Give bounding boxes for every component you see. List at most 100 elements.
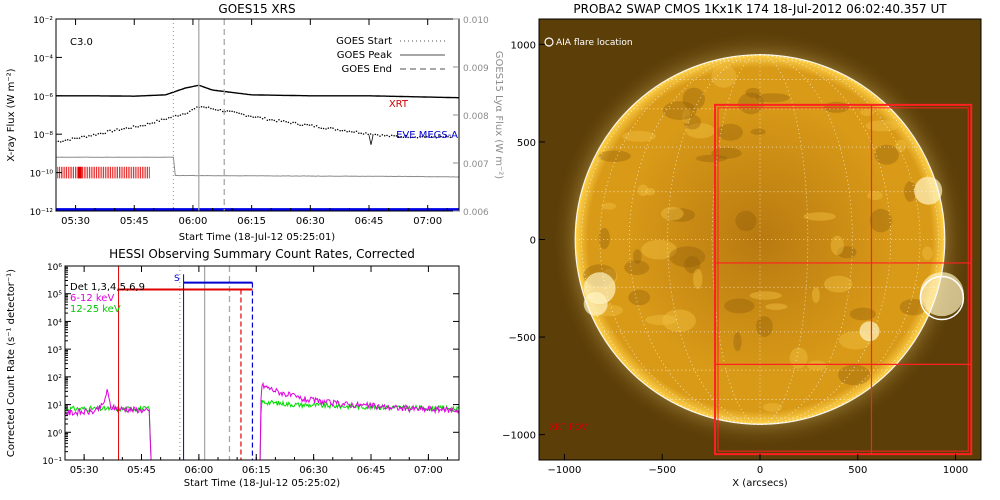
goes-long-flux-line: [56, 84, 459, 99]
solar-texture-patch: [685, 123, 715, 139]
goes-short-flux-point: [250, 115, 252, 118]
goes-short-flux-point: [426, 135, 428, 138]
goes-short-flux-point: [158, 120, 161, 122]
goes-short-flux-point: [381, 133, 384, 136]
goes-short-flux-point: [90, 135, 92, 137]
swap-y-tick-label: −500: [509, 333, 536, 344]
aia-flare-circle: [919, 275, 965, 321]
goes-short-flux-point: [233, 111, 236, 113]
solar-texture-patch: [765, 303, 788, 311]
goes-y-tick-label: 10⁻¹²: [30, 208, 54, 218]
goes-short-flux-point: [59, 141, 62, 143]
goes-short-flux-point: [379, 135, 381, 137]
solar-texture-patch: [733, 332, 742, 352]
goes-y2-tick-label: 0.010: [463, 16, 489, 26]
goes-short-flux-point: [104, 132, 107, 135]
legend-12-25kev: 12-25 keV: [70, 304, 121, 315]
goes-short-flux-point: [189, 110, 191, 113]
goes-short-flux-point: [428, 135, 431, 137]
solar-texture-patch: [622, 130, 657, 142]
solar-texture-patch: [598, 150, 631, 162]
swap-image-panel: PROBA2 SWAP CMOS 1Kx1K 174 18-Jul-2012 0…: [502, 2, 982, 489]
eve-coverage-bar: [56, 208, 459, 211]
solar-texture-patch: [711, 64, 737, 88]
goes-short-flux-point: [444, 135, 447, 137]
goes-xrs-panel: GOES15 XRS 05:30 05:45 06:00 06:15 06:30 06:4…: [6, 2, 504, 243]
xrt-fov-label: XRT FOV: [549, 423, 588, 433]
goes-x-tick-label: 07:00: [413, 216, 442, 227]
goes-short-flux-point: [290, 122, 292, 125]
solar-texture-patch: [803, 212, 836, 221]
solar-texture-patch: [669, 246, 706, 268]
goes-short-flux-point: [397, 136, 400, 138]
goes-y-axis-label: X-ray Flux (W m⁻²): [6, 68, 17, 161]
goes-short-flux-point: [412, 136, 414, 138]
goes-short-flux-point: [383, 134, 386, 137]
goes-short-flux-point: [257, 116, 259, 118]
goes-short-flux-point: [212, 108, 215, 110]
goes-short-flux-point: [165, 118, 168, 120]
goes-short-flux-point: [113, 129, 116, 132]
goes-short-flux-point: [78, 137, 81, 139]
goes-short-flux-point: [294, 121, 297, 124]
goes-short-flux-point: [243, 113, 245, 116]
solar-texture-patch: [682, 109, 691, 124]
goes-short-flux-point: [184, 113, 186, 115]
solar-texture-patch: [632, 249, 642, 264]
solar-texture-patch: [789, 347, 808, 369]
hessi-6-12kev-line: [65, 389, 152, 460]
goes-short-flux-point: [97, 132, 100, 135]
solar-texture-patch: [717, 123, 743, 141]
swap-x-tick-label: 500: [848, 465, 867, 476]
goes-short-flux-point: [311, 124, 313, 126]
goes-short-flux-point: [299, 124, 301, 126]
goes-short-flux-point: [128, 127, 130, 130]
solar-texture-patch: [750, 128, 766, 136]
solar-texture-patch: [711, 147, 742, 159]
swap-x-axis-label: X (arcsecs): [732, 478, 788, 489]
goes-x-tick-label: 06:30: [296, 216, 325, 227]
goes-y2-tick-label: 0.006: [463, 208, 489, 218]
saa-flag-label: S: [174, 274, 180, 284]
solar-texture-patch: [641, 239, 677, 260]
solar-texture-patch: [755, 93, 790, 103]
goes-short-flux-point: [367, 133, 369, 136]
goes-short-flux-point: [374, 133, 377, 136]
goes-y-tick-label: 10⁻¹⁰: [30, 170, 54, 180]
goes-short-flux-point: [416, 136, 419, 139]
hessi-x-tick-label: 06:30: [299, 465, 328, 476]
active-region-glow: [914, 176, 943, 205]
legend-6-12kev: 6-12 keV: [70, 293, 114, 304]
solar-texture-patch: [869, 208, 892, 233]
goes-short-flux-point: [297, 123, 299, 126]
solar-texture-patch: [724, 298, 755, 314]
goes-short-flux-point: [353, 131, 355, 133]
goes-short-flux-point: [167, 116, 170, 119]
goes-short-flux-point: [95, 134, 97, 136]
goes-short-flux-point: [437, 135, 440, 137]
goes-short-flux-point: [132, 125, 135, 127]
legend-goes-end: GOES End: [342, 64, 392, 75]
goes-short-flux-point: [414, 136, 416, 138]
goes-short-flux-point: [442, 136, 445, 138]
goes-short-flux-point: [395, 135, 398, 137]
goes-short-flux-point: [200, 105, 203, 108]
goes-short-flux-point: [170, 116, 172, 119]
goes-short-flux-point: [236, 111, 238, 114]
heliographic-grid: [575, 54, 945, 425]
solar-texture-patch: [922, 246, 933, 261]
goes-short-flux-point: [259, 116, 261, 118]
goes-short-flux-point: [160, 118, 163, 120]
goes-short-flux-point: [123, 127, 125, 130]
solar-texture-patch: [763, 403, 782, 412]
goes-short-flux-point: [271, 118, 273, 121]
hessi-chart-title: HESSI Observing Summary Count Rates, Cor…: [109, 247, 415, 261]
goes-short-flux-point: [362, 133, 365, 135]
goes-short-flux-point: [240, 113, 243, 115]
solar-texture-patch: [824, 275, 853, 293]
goes-short-flux-point: [433, 136, 435, 138]
hessi-y-tick-label: 10³: [47, 346, 62, 356]
goes-short-flux-point: [203, 106, 205, 108]
swap-y-tick-label: 1000: [511, 40, 536, 51]
